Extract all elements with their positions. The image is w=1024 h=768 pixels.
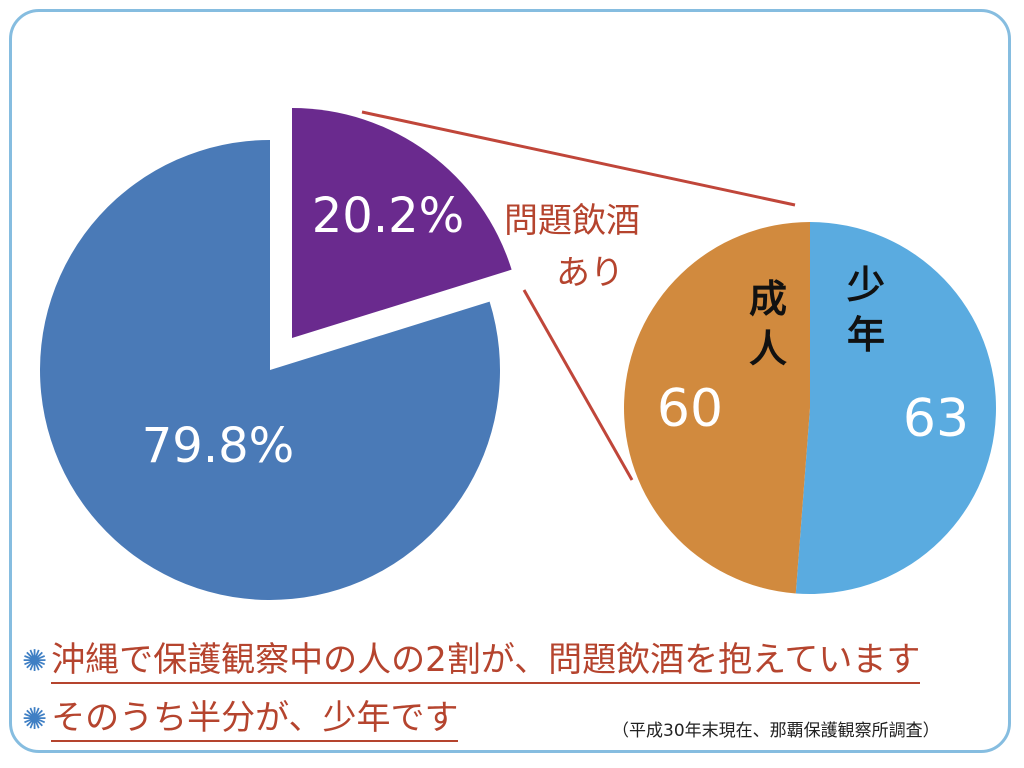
asterisk-icon: ✺ bbox=[22, 702, 48, 737]
label-problem-slice: 20.2% bbox=[312, 188, 464, 244]
bullet-1-text: 沖縄で保護観察中の人の2割が、問題飲酒を抱えています bbox=[51, 640, 921, 684]
frame-border bbox=[9, 9, 1011, 753]
main-pie bbox=[39, 108, 512, 600]
slice-adult bbox=[624, 222, 810, 594]
label-adult: 60 bbox=[657, 379, 723, 439]
slice-no-problem bbox=[39, 140, 500, 600]
name-youth-1: 少 bbox=[847, 263, 885, 307]
asterisk-icon: ✺ bbox=[22, 644, 48, 679]
bullet-2: ✺ そのうち半分が、少年です bbox=[22, 690, 459, 742]
annotation-line-1: 問題飲酒 bbox=[504, 201, 640, 241]
name-adult-2: 人 bbox=[749, 327, 787, 371]
slice-problem-drinking bbox=[292, 108, 512, 338]
bullet-1: ✺ 沖縄で保護観察中の人の2割が、問題飲酒を抱えています bbox=[22, 632, 921, 684]
source-note: （平成30年末現在、那覇保護観察所調査） bbox=[612, 721, 940, 741]
bullet-2-text: そのうち半分が、少年です bbox=[51, 698, 459, 742]
annotation-line-2: あり bbox=[556, 253, 624, 293]
connector-line-bottom bbox=[522, 289, 634, 481]
connector-line-top bbox=[361, 110, 796, 207]
label-main-slice: 79.8% bbox=[142, 418, 294, 474]
slice-youth bbox=[795, 221, 997, 594]
sub-pie bbox=[624, 221, 997, 594]
name-youth-2: 年 bbox=[847, 313, 885, 357]
name-adult-1: 成 bbox=[749, 277, 787, 321]
label-youth: 63 bbox=[903, 389, 969, 449]
